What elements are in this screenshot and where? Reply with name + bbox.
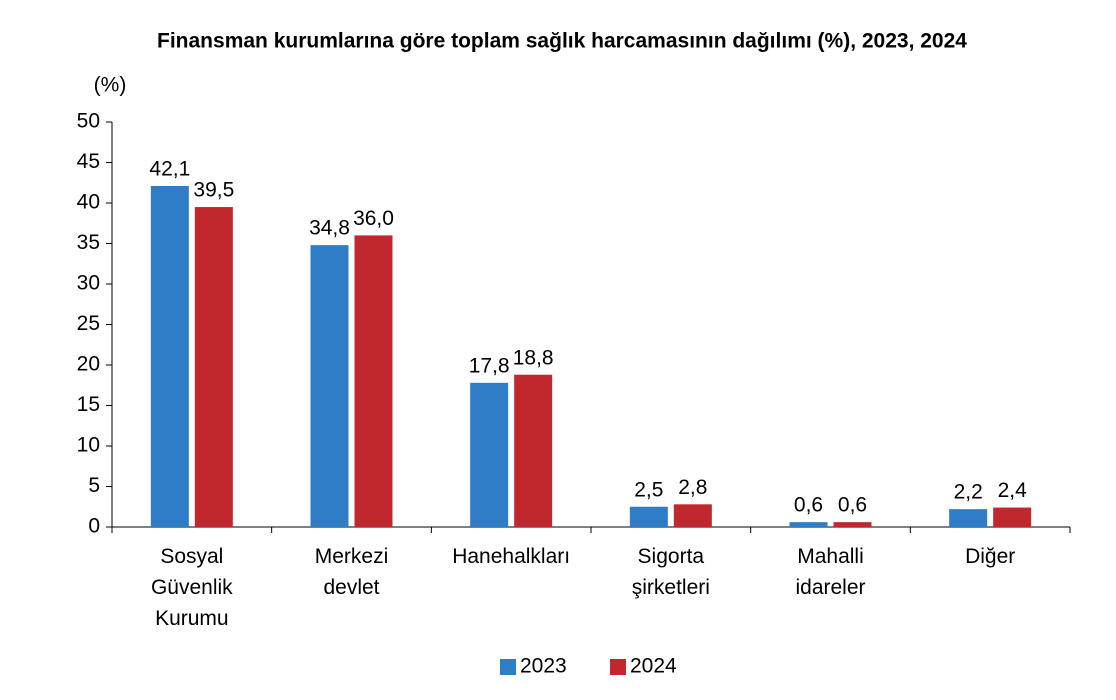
legend-swatch — [610, 659, 626, 675]
bar — [354, 235, 393, 527]
x-tick-label: Hanehalkları — [452, 545, 570, 568]
bar — [514, 374, 553, 527]
y-tick-label: 30 — [77, 272, 100, 295]
legend-label: 2023 — [520, 655, 567, 678]
x-tick-label: Merkezi devlet — [315, 545, 389, 599]
value-label: 42,1 — [149, 158, 190, 181]
x-tick-label: Sigorta şirketleri — [632, 545, 710, 599]
x-tick-label: Mahalli idareler — [795, 545, 865, 599]
value-label: 2,5 — [634, 478, 663, 501]
bar — [150, 185, 189, 528]
bar — [470, 382, 509, 527]
y-tick-label: 5 — [88, 474, 100, 497]
y-tick-label: 25 — [77, 312, 100, 335]
y-tick-label: 15 — [77, 393, 100, 416]
value-label: 36,0 — [353, 207, 394, 230]
y-tick-label: 0 — [88, 515, 100, 538]
bar — [310, 245, 349, 527]
y-tick-label: 10 — [77, 434, 100, 457]
x-tick-label: Diğer — [965, 545, 1015, 568]
bar — [993, 507, 1032, 527]
value-label: 18,8 — [513, 346, 554, 369]
y-tick-label: 40 — [77, 191, 100, 214]
y-tick-label: 35 — [77, 231, 100, 254]
x-tick-label: Sosyal Güvenlik Kurumu — [151, 545, 233, 630]
bar — [629, 506, 668, 527]
chart-title: Finansman kurumlarına göre toplam sağlık… — [157, 30, 967, 53]
bar — [789, 522, 828, 527]
value-label: 2,4 — [998, 479, 1028, 502]
legend-swatch — [500, 659, 516, 675]
value-label: 34,8 — [309, 217, 350, 240]
bar — [833, 522, 872, 527]
value-label: 39,5 — [193, 179, 234, 202]
bar — [673, 504, 712, 527]
legend-label: 2024 — [630, 655, 677, 678]
y-tick-label: 50 — [77, 110, 100, 133]
bar — [949, 509, 988, 527]
y-axis-label: (%) — [94, 74, 127, 97]
value-label: 0,6 — [838, 494, 867, 517]
y-tick-label: 45 — [77, 150, 100, 173]
value-label: 2,2 — [954, 481, 983, 504]
bar — [194, 207, 233, 528]
value-label: 0,6 — [794, 494, 823, 517]
y-tick-label: 20 — [77, 353, 100, 376]
value-label: 2,8 — [678, 476, 707, 499]
value-label: 17,8 — [469, 354, 510, 377]
